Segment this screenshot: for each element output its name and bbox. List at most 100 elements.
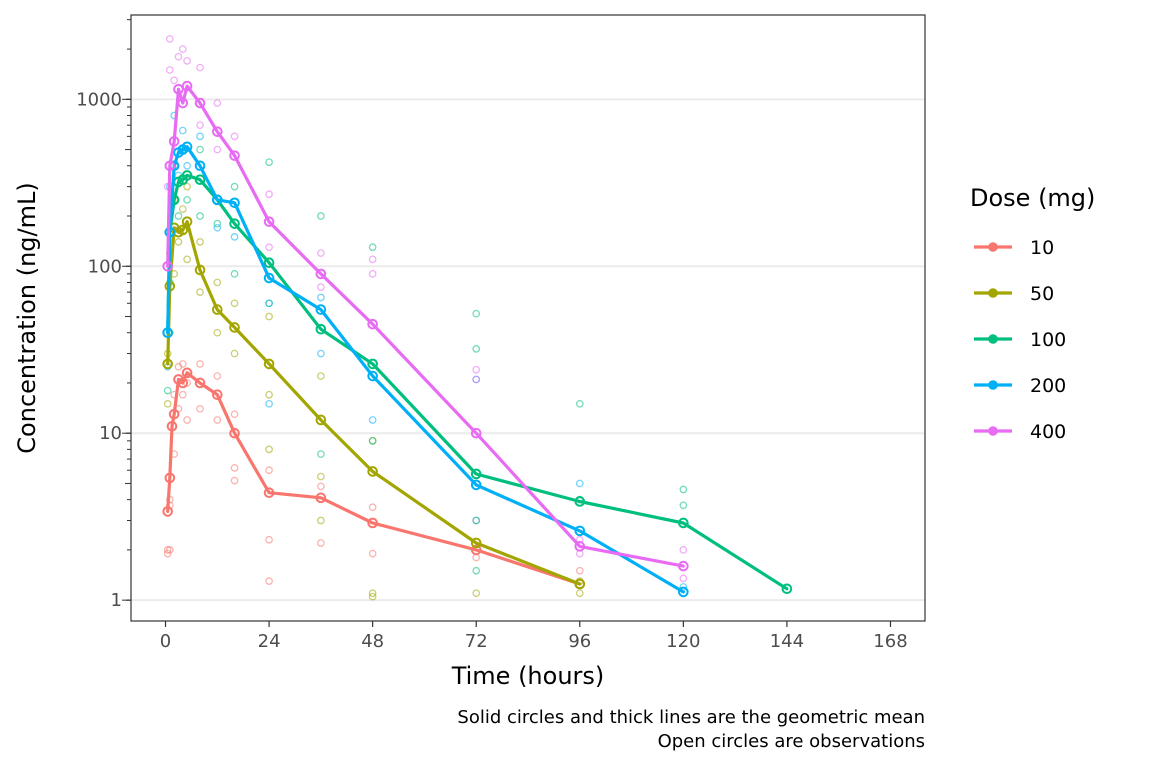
legend-label: 10 xyxy=(1030,237,1054,259)
mean-point xyxy=(781,583,793,595)
mean-point xyxy=(470,427,482,439)
mean-point xyxy=(315,323,327,335)
observation-point xyxy=(368,255,377,264)
observation-point xyxy=(178,126,187,135)
observation-point xyxy=(230,299,239,308)
mean-point xyxy=(212,389,223,401)
mean-point xyxy=(177,377,189,389)
mean-point xyxy=(470,468,482,480)
mean-point xyxy=(194,160,206,172)
observation-point xyxy=(317,212,325,220)
mean-point xyxy=(470,544,482,556)
observation-point xyxy=(213,278,222,287)
mean-point xyxy=(315,414,327,426)
observation-point xyxy=(163,399,172,408)
observation-point xyxy=(265,243,273,252)
observation-point xyxy=(230,270,239,278)
mean-point xyxy=(574,578,586,590)
observation-point xyxy=(265,577,273,585)
observation-point xyxy=(196,238,204,246)
x-tick-label: 120 xyxy=(666,631,700,652)
observation-point xyxy=(183,161,191,170)
mean-point xyxy=(212,194,223,206)
legend-key-point xyxy=(988,380,998,390)
observation-point xyxy=(213,328,222,337)
mean-point xyxy=(574,496,586,507)
observation-point xyxy=(196,63,204,72)
observation-point xyxy=(368,503,377,512)
observation-point xyxy=(213,99,222,107)
mean-point xyxy=(470,537,482,549)
legend-key-point xyxy=(988,426,998,436)
mean-point xyxy=(194,174,206,186)
observation-point xyxy=(679,546,688,554)
observation-point xyxy=(575,566,584,575)
mean-point xyxy=(367,517,378,529)
mean-point xyxy=(574,541,586,552)
mean-point xyxy=(181,170,193,181)
observation-point xyxy=(472,309,481,318)
observation-point xyxy=(317,293,325,302)
mean-point xyxy=(181,367,193,379)
x-tick-label: 144 xyxy=(770,631,804,652)
legend-key-point xyxy=(988,288,998,298)
mean-point xyxy=(263,272,275,284)
observation-point xyxy=(317,249,325,257)
observation-point xyxy=(196,132,204,141)
observation-point xyxy=(230,349,239,358)
mean-point xyxy=(173,83,184,95)
observation-point xyxy=(178,205,187,213)
observation-point xyxy=(163,546,172,554)
observation-point xyxy=(170,76,179,85)
legend: Dose (mg) 10 50 100 200 400 xyxy=(970,184,1095,443)
observation-point xyxy=(230,132,239,141)
observation-point xyxy=(196,360,204,368)
observation-point xyxy=(265,445,273,454)
mean-point xyxy=(263,487,275,499)
x-tick-label: 72 xyxy=(465,631,488,652)
observation-point xyxy=(265,312,273,321)
observation-point xyxy=(196,212,204,220)
observation-point xyxy=(178,390,187,399)
observation-point xyxy=(174,212,183,220)
mean-point xyxy=(181,80,193,92)
mean-point xyxy=(194,377,206,389)
mean-point xyxy=(367,358,378,370)
observation-point xyxy=(368,549,377,558)
legend-label: 100 xyxy=(1030,329,1066,351)
observation-point xyxy=(183,57,191,65)
mean-point xyxy=(263,358,275,370)
observation-point xyxy=(165,546,174,554)
observation-point xyxy=(213,219,222,228)
mean-point xyxy=(678,517,689,529)
mean-point xyxy=(162,260,173,272)
legend-label: 50 xyxy=(1030,283,1054,305)
mean-point xyxy=(194,264,206,276)
observation-point xyxy=(265,299,273,308)
observation-point xyxy=(265,466,273,475)
observation-point xyxy=(472,589,481,598)
mean-point xyxy=(212,126,223,137)
x-tick-label: 168 xyxy=(873,631,907,652)
x-tick-label: 0 xyxy=(160,631,171,652)
observation-point xyxy=(183,195,191,204)
mean-point xyxy=(162,358,173,370)
mean-point xyxy=(177,224,189,236)
observation-point xyxy=(183,255,191,264)
caption-line-2: Open circles are observations xyxy=(658,731,925,752)
observation-point xyxy=(178,360,187,368)
x-tick-label: 96 xyxy=(568,631,591,652)
y-tick-label: 100 xyxy=(88,256,122,277)
observation-point xyxy=(472,375,481,384)
y-tick-label: 1 xyxy=(111,590,122,611)
mean-point xyxy=(162,327,173,338)
mean-point xyxy=(263,257,275,269)
x-tick-label: 24 xyxy=(258,631,281,652)
mean-point xyxy=(229,218,240,229)
x-axis-title: Time (hours) xyxy=(451,662,605,690)
panel-background xyxy=(131,15,925,621)
legend-label: 200 xyxy=(1030,375,1066,397)
observation-point xyxy=(317,349,325,358)
observation-point xyxy=(163,386,172,395)
